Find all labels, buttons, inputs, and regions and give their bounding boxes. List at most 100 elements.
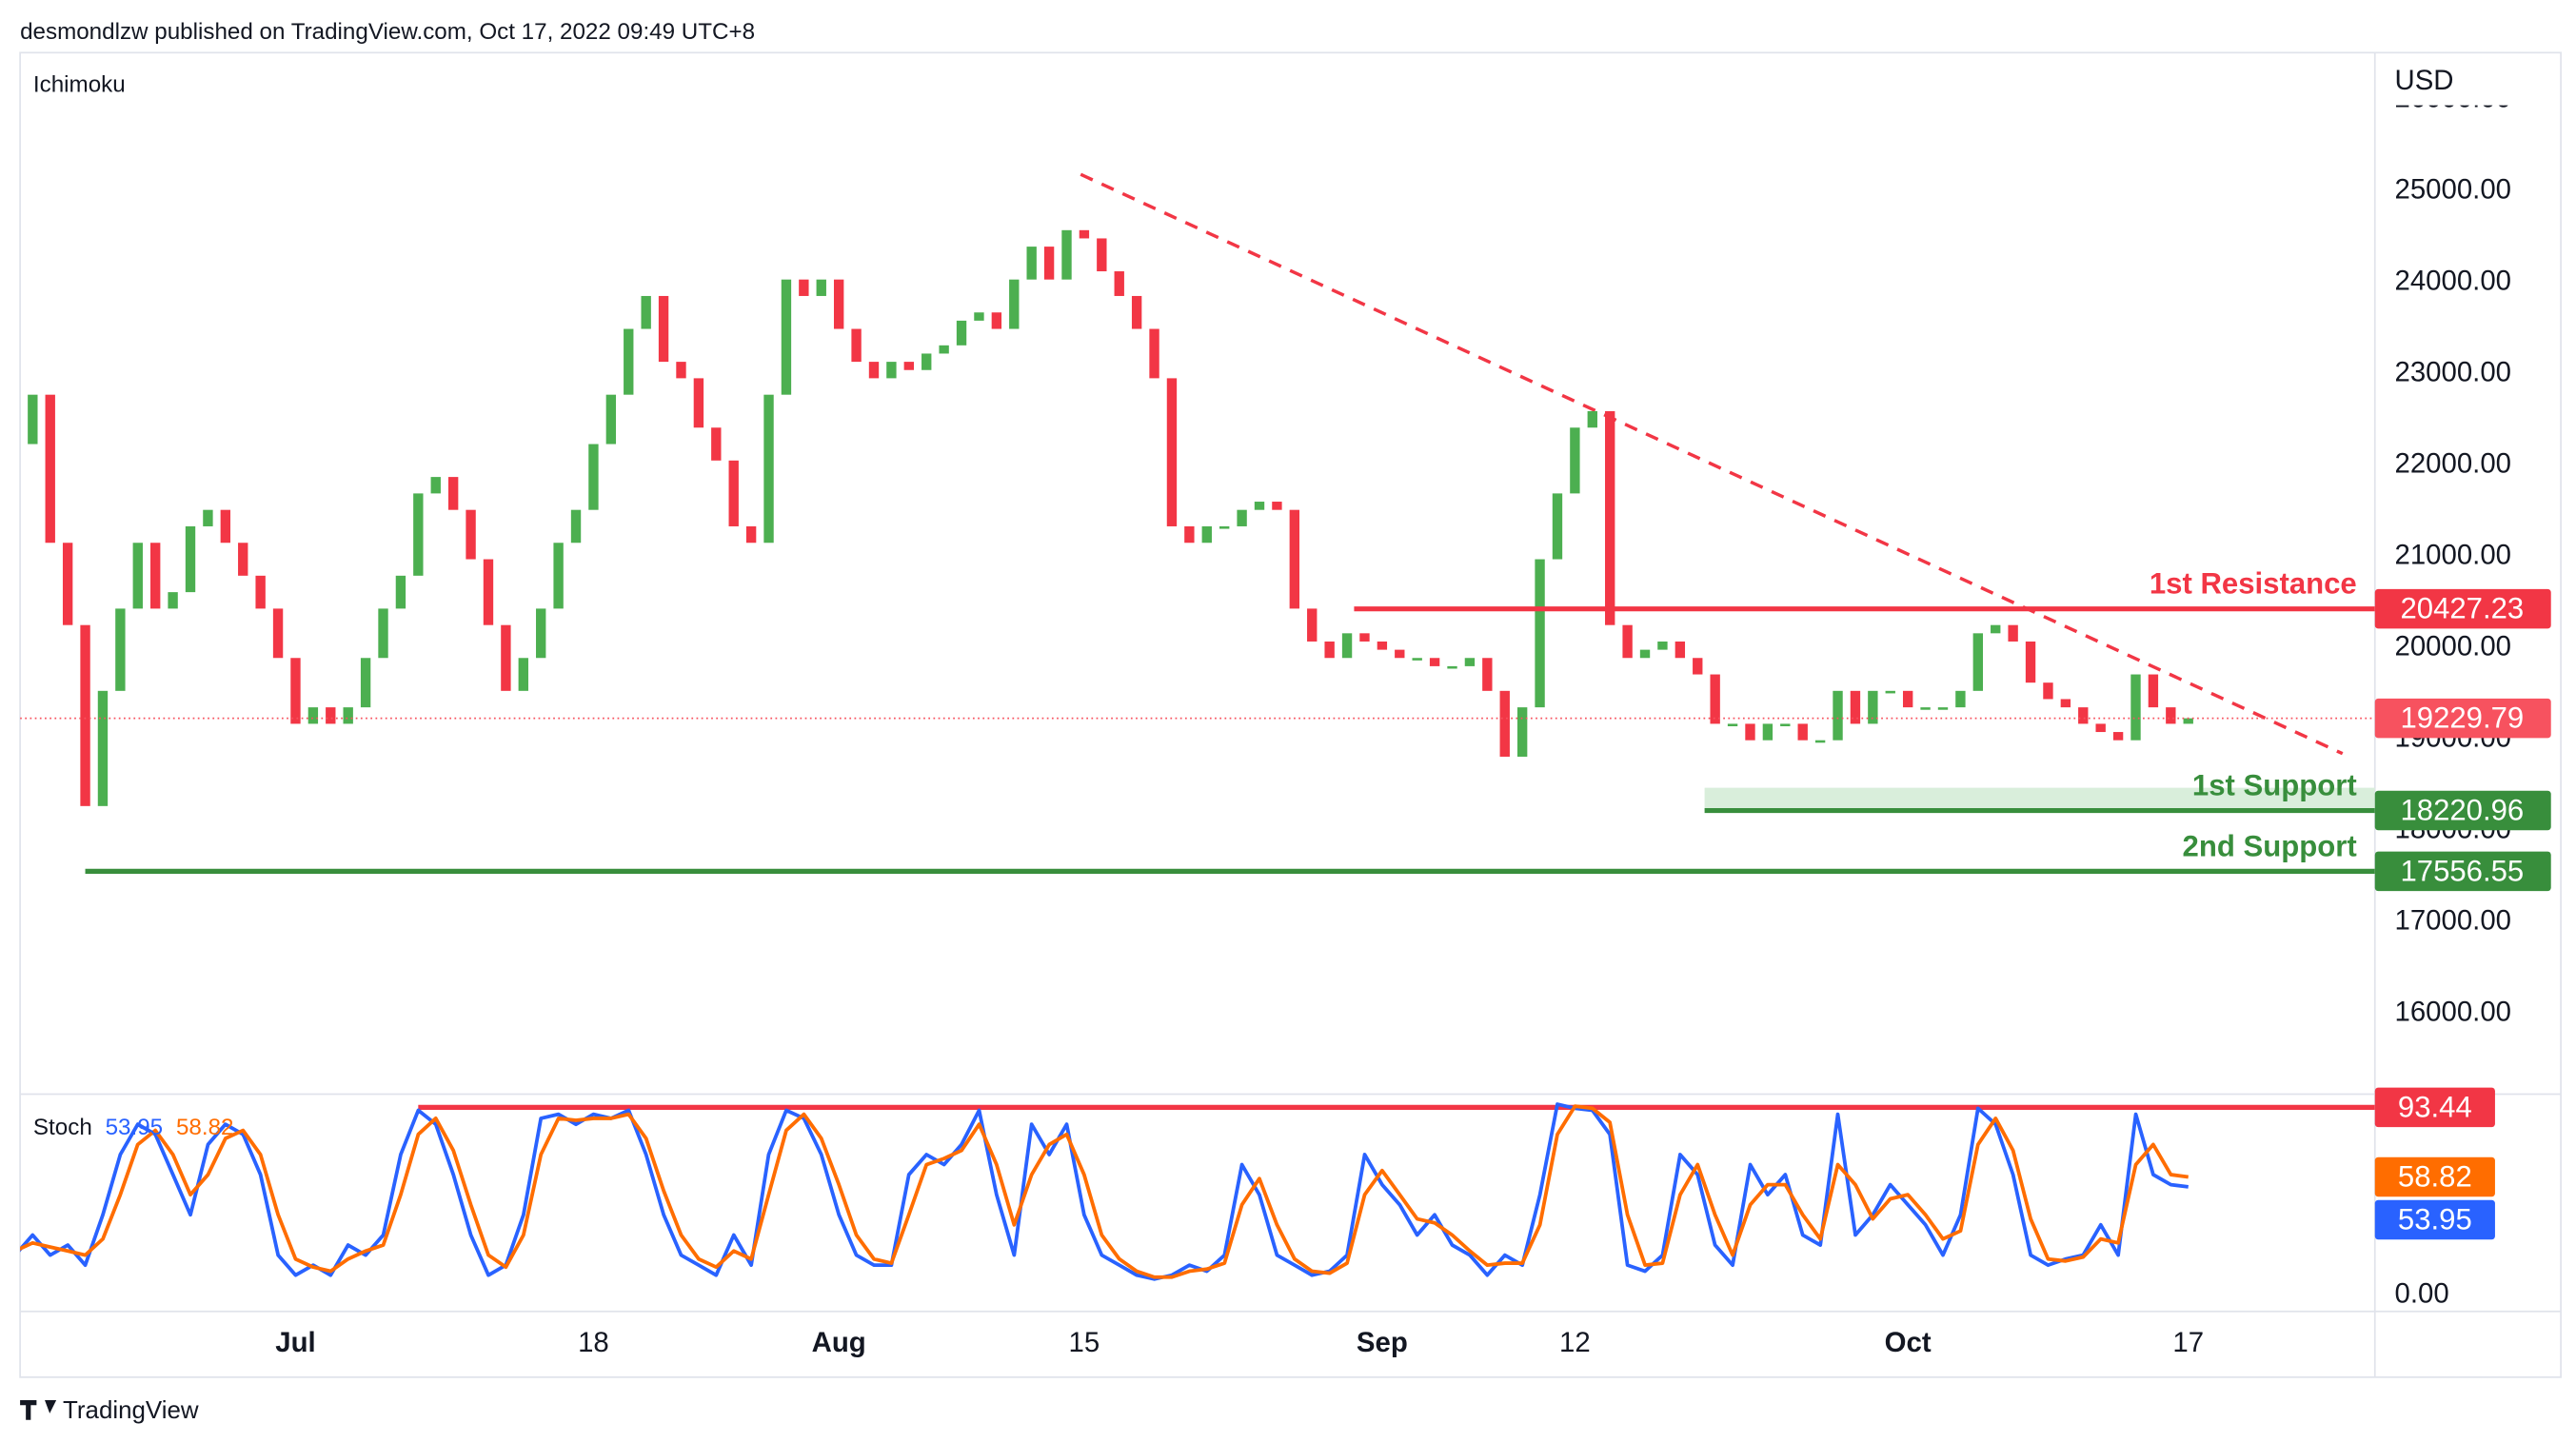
candle [816,279,826,296]
candle [536,608,546,659]
candle [62,543,73,625]
candle [378,608,388,659]
y2-tick-label: 0.00 [2394,1278,2448,1310]
candle [851,328,862,363]
y-tick-label: 17000.00 [2394,905,2511,937]
candle [1377,641,1388,650]
price-badge-label: 19229.79 [2400,702,2524,735]
candle [1026,247,1037,280]
y-tick-label: 16000.00 [2394,997,2511,1028]
candle [1499,690,1510,757]
x-tick-label: Jul [275,1327,315,1358]
stoch-header-part: Stoch [33,1115,92,1140]
candle [1043,247,1055,280]
candle [360,658,371,708]
candle [1991,624,2001,634]
candle [115,608,126,691]
price-badge [2374,698,2551,739]
y-tick-label: 21000.00 [2394,539,2511,570]
price-badge [2374,588,2551,629]
candle [413,493,424,576]
x-tick-label: Sep [1357,1327,1408,1358]
logo-icon [20,1400,57,1420]
candle [886,362,897,379]
stoch-badge-label: 93.44 [2398,1090,2472,1123]
candle [501,624,511,691]
candle [1061,229,1072,280]
candle [2008,624,2018,642]
candle [868,362,880,379]
candle [974,312,984,321]
x-tick-label: 12 [1559,1327,1591,1358]
candle [1797,723,1808,741]
stoch-badge [2374,1156,2495,1197]
candle [1429,658,1440,666]
candle [2183,718,2193,724]
price-badge-label: 18220.96 [2400,793,2524,826]
y-tick-label: 20000.00 [2394,630,2511,662]
candle [1710,674,1720,724]
footer-wordmark: TradingView [63,1397,199,1424]
candle [588,444,599,510]
candle [833,279,844,329]
candle [1149,328,1159,379]
candle [693,378,704,428]
candle [1727,723,1738,726]
candle [1395,649,1405,659]
indicator-label: Ichimoku [33,71,126,97]
candle [2060,699,2071,708]
price-pane [20,172,2375,874]
candle [1009,279,1020,329]
candle [781,279,792,395]
candle [1762,723,1773,741]
candle [1639,649,1651,659]
candle [1868,690,1878,724]
candle [2130,674,2141,741]
stoch-badge-label: 58.82 [2398,1159,2472,1193]
y-tick-label: 22000.00 [2394,447,2511,479]
candle [1745,723,1755,741]
candle [326,707,336,724]
candle [1114,271,1124,296]
candle [2095,723,2106,733]
candle [238,543,248,576]
candle [1920,707,1931,710]
candle [605,394,617,445]
y-tick-label: 23000.00 [2394,356,2511,387]
candle [1412,658,1422,661]
stoch-header: Stoch 53.95 58.82 [33,1115,234,1140]
candle [1955,690,1966,708]
candle [2043,682,2053,700]
level-label: 1st Resistance [2150,567,2357,601]
candle [447,477,459,510]
candle [1201,525,1212,544]
candle [1341,633,1353,659]
candle [220,509,231,544]
candle [1552,493,1563,560]
candle [1079,229,1090,239]
candle [150,543,161,609]
stoch-line [20,1104,2189,1279]
candle [1272,502,1282,510]
candle [1885,690,1895,694]
price-badge [2374,790,2551,831]
candle [763,394,774,544]
candle [1447,665,1457,669]
candle [1359,633,1370,642]
candle [80,624,90,806]
candle [1693,658,1703,675]
stoch-badge [2374,1199,2495,1240]
price-badge-label: 20427.23 [2400,592,2524,625]
stoch-badge [2374,1087,2495,1128]
candle [1166,378,1178,526]
candle [1482,658,1493,691]
candle [1184,525,1195,544]
candle [711,427,722,461]
candle [799,279,809,296]
candle [2112,732,2124,741]
candle [132,543,143,609]
candle [1324,641,1335,659]
level-label: 2nd Support [2183,829,2357,862]
